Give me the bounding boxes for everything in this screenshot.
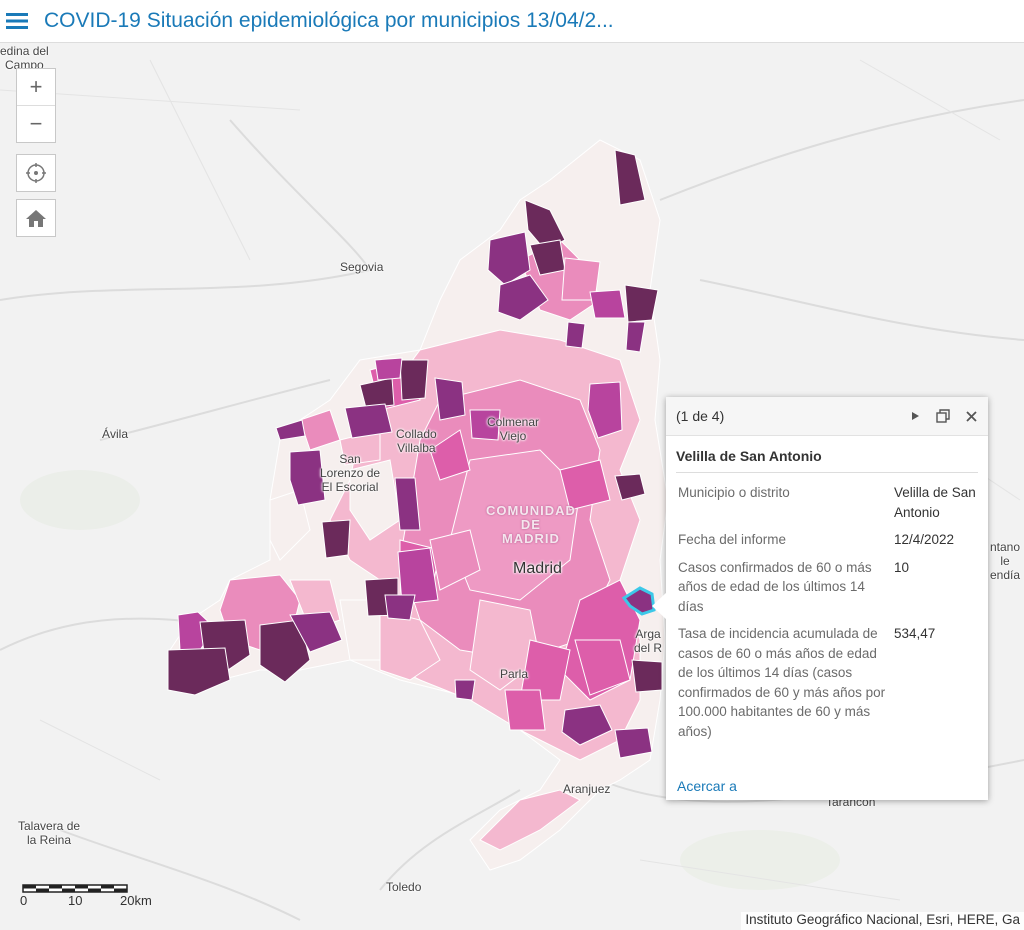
popup-pointer bbox=[652, 592, 667, 620]
dock-popup-button[interactable] bbox=[936, 409, 950, 423]
close-popup-button[interactable] bbox=[964, 409, 978, 423]
label-medina-del-campo: edina del Campo bbox=[0, 44, 49, 72]
scale-bar bbox=[22, 884, 128, 893]
locate-icon bbox=[26, 163, 46, 183]
label-colmenar-viejo: Colmenar Viejo bbox=[487, 415, 540, 443]
scale-label: 20km bbox=[120, 893, 152, 908]
attribute-label: Casos confirmados de 60 o más años de ed… bbox=[678, 559, 872, 614]
attribute-value: Velilla de San Antonio bbox=[894, 485, 976, 520]
attribute-label: Fecha del informe bbox=[678, 532, 787, 547]
dock-icon bbox=[936, 409, 950, 423]
attribute-table: Municipio o distrito Velilla de San Anto… bbox=[678, 483, 978, 749]
zoom-control: + − bbox=[16, 68, 56, 143]
label-segovia: Segovia bbox=[340, 260, 384, 274]
menu-icon[interactable] bbox=[6, 12, 28, 30]
home-icon bbox=[26, 210, 46, 227]
attribute-row: Fecha del informe 12/4/2022 bbox=[678, 530, 978, 558]
label-fontana: ntano le endía bbox=[990, 540, 1021, 582]
attribute-value: 12/4/2022 bbox=[894, 532, 955, 547]
map-attribution: Instituto Geográfico Nacional, Esri, HER… bbox=[741, 912, 1024, 930]
label-talavera: Talavera de la Reina bbox=[18, 819, 81, 847]
feature-popup: (1 de 4) Velilla de San Antonio Municipi… bbox=[666, 397, 988, 800]
popup-counter: (1 de 4) bbox=[676, 408, 725, 424]
app-header: COVID-19 Situación epidemiológica por mu… bbox=[0, 0, 1024, 43]
label-avila: Ávila bbox=[102, 427, 129, 441]
close-icon bbox=[965, 410, 977, 422]
label-aranjuez: Aranjuez bbox=[563, 782, 611, 796]
zoom-in-button[interactable]: + bbox=[29, 74, 43, 99]
zoom-to-link[interactable]: Acercar a bbox=[677, 778, 737, 794]
attribute-row: Tasa de incidencia acumulada de casos de… bbox=[678, 624, 978, 749]
scale-label: 0 bbox=[20, 893, 28, 908]
app-title: COVID-19 Situación epidemiológica por mu… bbox=[44, 9, 614, 32]
attribute-row: Casos confirmados de 60 o más años de ed… bbox=[678, 558, 978, 625]
scale-label: 10 bbox=[68, 893, 83, 908]
label-madrid: Madrid bbox=[513, 560, 562, 577]
municipality-choropleth[interactable] bbox=[167, 139, 669, 871]
popup-title: Velilla de San Antonio bbox=[676, 448, 978, 473]
home-button[interactable] bbox=[16, 199, 56, 237]
label-comunidad-de-madrid: COMUNIDAD DE MADRID bbox=[486, 503, 576, 546]
attribute-value: 10 bbox=[894, 559, 910, 575]
label-san-lorenzo: San Lorenzo de El Escorial bbox=[320, 452, 381, 494]
label-arganda: Arga del R bbox=[634, 627, 663, 655]
label-collado-villalba: Collado Villalba bbox=[396, 427, 437, 455]
label-toledo: Toledo bbox=[386, 880, 422, 894]
attribute-row: Municipio o distrito Velilla de San Anto… bbox=[678, 483, 978, 530]
attribute-value: 534,47 bbox=[894, 626, 936, 641]
label-parla: Parla bbox=[500, 667, 529, 681]
popup-header: (1 de 4) bbox=[666, 397, 988, 436]
next-feature-button[interactable] bbox=[908, 409, 922, 423]
locate-button[interactable] bbox=[16, 154, 56, 192]
zoom-out-button[interactable]: − bbox=[17, 105, 55, 142]
play-icon bbox=[912, 412, 919, 420]
attribute-label: Tasa de incidencia acumulada de casos de… bbox=[678, 626, 886, 739]
attribute-label: Municipio o distrito bbox=[678, 485, 790, 500]
